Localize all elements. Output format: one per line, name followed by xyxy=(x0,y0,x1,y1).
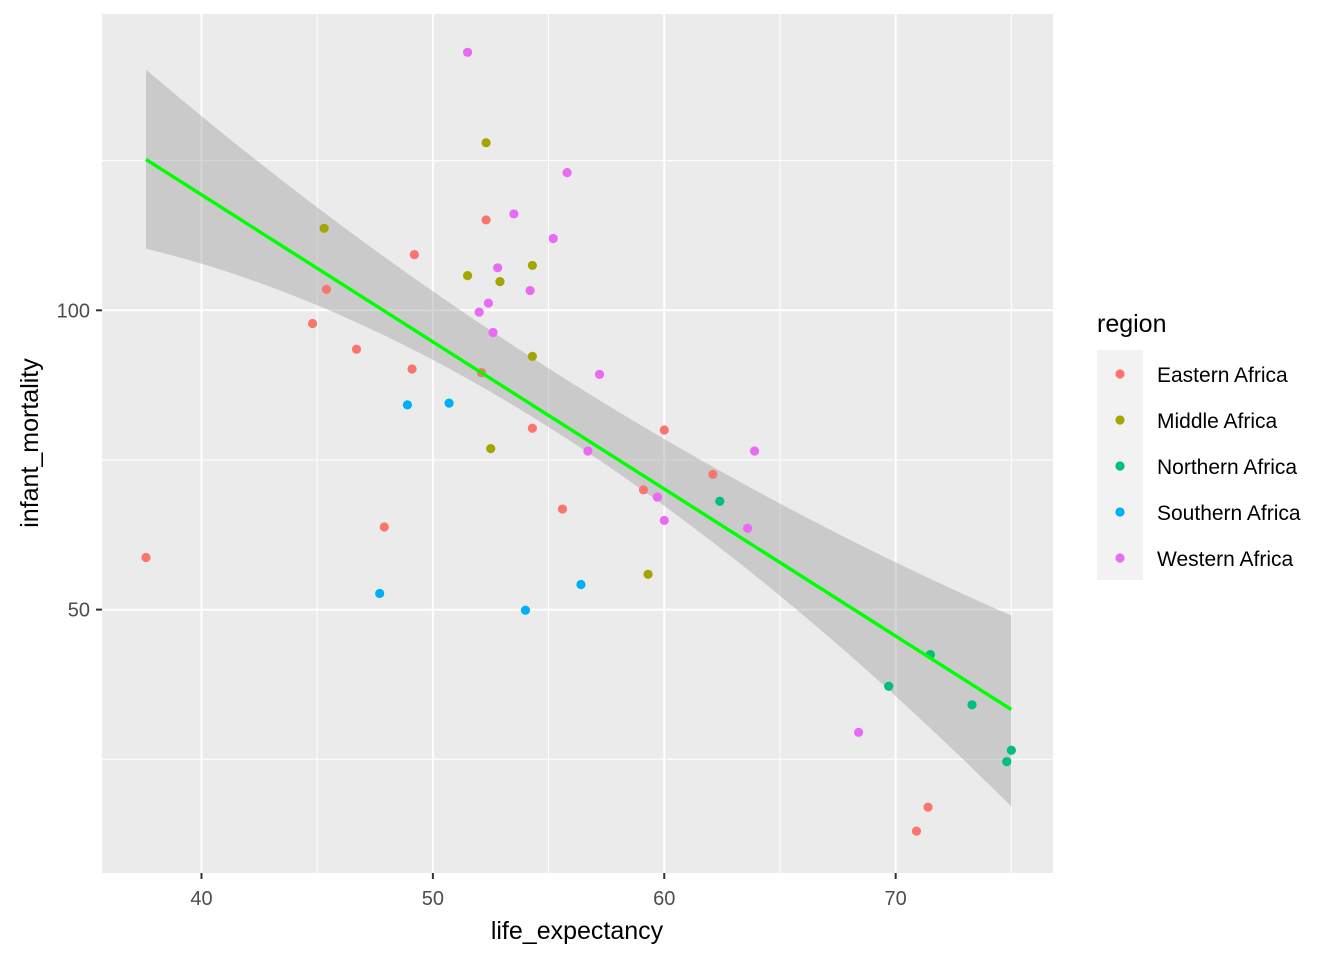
legend-key-southern-africa xyxy=(1115,507,1125,517)
point-western-africa xyxy=(659,515,669,526)
x-axis-ticks: 40 50 60 70 xyxy=(190,873,907,910)
y-axis-ticks: 50 100 xyxy=(57,300,102,622)
point-eastern-africa xyxy=(911,826,922,836)
legend-label-middle-africa: Middle Africa xyxy=(1157,410,1278,433)
point-southern-africa xyxy=(576,579,586,590)
y-tick-label: 100 xyxy=(57,300,90,322)
legend-key-eastern-africa xyxy=(1115,369,1125,379)
point-southern-africa xyxy=(402,400,413,410)
point-middle-africa xyxy=(319,223,329,233)
point-northern-africa xyxy=(1006,745,1016,755)
point-eastern-africa xyxy=(321,284,332,294)
point-eastern-africa xyxy=(351,344,362,354)
point-middle-africa xyxy=(481,138,491,148)
point-eastern-africa xyxy=(708,469,718,479)
legend-label-northern-africa: Northern Africa xyxy=(1157,456,1297,479)
point-southern-africa xyxy=(375,588,385,599)
legend-key-northern-africa xyxy=(1115,461,1125,471)
point-western-africa xyxy=(525,285,535,296)
minor-gridlines xyxy=(102,14,1053,873)
point-middle-africa xyxy=(462,270,473,281)
point-eastern-africa xyxy=(659,425,669,435)
point-western-africa xyxy=(462,47,473,57)
point-eastern-africa xyxy=(638,485,649,495)
point-eastern-africa xyxy=(141,552,151,563)
point-western-africa xyxy=(493,263,503,273)
x-tick-label: 40 xyxy=(190,888,212,910)
point-northern-africa xyxy=(967,700,977,710)
x-tick-label: 70 xyxy=(885,888,907,910)
point-western-africa xyxy=(594,369,605,379)
x-tick-label: 60 xyxy=(653,888,675,910)
legend-key-western-africa xyxy=(1115,553,1125,563)
point-eastern-africa xyxy=(923,802,933,812)
point-western-africa xyxy=(474,307,484,317)
legend-items: Eastern Africa Middle Africa Northern Afri… xyxy=(1115,364,1301,571)
point-western-africa xyxy=(583,446,593,456)
legend-label-eastern-africa: Eastern Africa xyxy=(1157,364,1288,387)
x-tick-label: 50 xyxy=(422,888,444,910)
point-western-africa xyxy=(509,209,519,219)
point-middle-africa xyxy=(486,443,496,454)
plot-panel xyxy=(102,14,1053,873)
point-western-africa xyxy=(488,327,498,338)
major-gridlines xyxy=(102,14,1053,873)
point-northern-africa xyxy=(715,496,725,506)
point-western-africa xyxy=(562,168,572,178)
y-tick-label: 50 xyxy=(68,600,90,622)
point-eastern-africa xyxy=(307,318,318,329)
point-middle-africa xyxy=(527,351,537,362)
point-western-africa xyxy=(548,233,558,244)
point-northern-africa xyxy=(1002,757,1012,767)
point-eastern-africa xyxy=(379,522,389,532)
point-western-africa xyxy=(652,492,662,502)
point-northern-africa xyxy=(884,681,894,691)
legend-title: region xyxy=(1097,310,1167,338)
point-western-africa xyxy=(483,298,494,308)
legend: region Eastern Africa Middle Africa Northe… xyxy=(1097,310,1301,580)
regression-line xyxy=(145,158,1013,712)
data-points xyxy=(141,47,1016,836)
confidence-band xyxy=(145,69,1012,807)
point-southern-africa xyxy=(444,398,454,408)
point-middle-africa xyxy=(527,260,537,271)
point-eastern-africa xyxy=(409,250,419,260)
point-southern-africa xyxy=(520,605,531,615)
x-axis-title: life_expectancy xyxy=(491,917,664,945)
point-western-africa xyxy=(749,446,760,456)
point-eastern-africa xyxy=(557,504,568,514)
point-eastern-africa xyxy=(407,364,417,374)
point-western-africa xyxy=(742,523,753,533)
point-eastern-africa xyxy=(481,215,491,225)
y-axis-title: infant_mortality xyxy=(16,358,44,528)
point-middle-africa xyxy=(643,569,653,579)
legend-key-middle-africa xyxy=(1115,415,1125,425)
legend-label-western-africa: Western Africa xyxy=(1157,548,1293,571)
point-middle-africa xyxy=(495,276,505,287)
point-western-africa xyxy=(854,727,864,737)
point-eastern-africa xyxy=(527,423,537,433)
legend-label-southern-africa: Southern Africa xyxy=(1157,502,1301,525)
